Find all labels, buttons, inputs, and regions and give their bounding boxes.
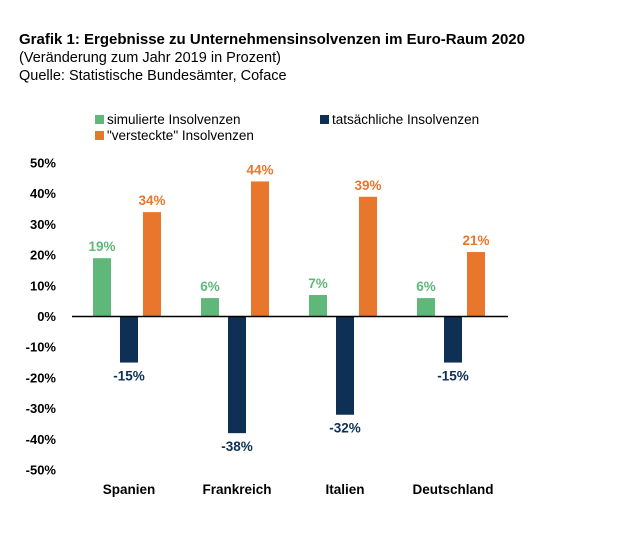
legend-label-simuliert: simulierte Insolvenzen: [107, 112, 241, 127]
y-tick-label: -30%: [26, 401, 57, 416]
category-label: Frankreich: [202, 482, 271, 497]
data-label-versteckt: 44%: [246, 162, 273, 177]
bar-simuliert: [93, 258, 111, 317]
y-tick-label: 0%: [37, 309, 56, 324]
chart-source: Quelle: Statistische Bundesämter, Coface: [19, 68, 287, 84]
y-tick-label: 20%: [30, 248, 56, 263]
category-label: Spanien: [103, 482, 156, 497]
legend-label-tatsaechlich: tatsächliche Insolvenzen: [332, 112, 479, 127]
y-tick-label: -50%: [26, 463, 57, 478]
data-label-tatsaechlich: -38%: [221, 439, 253, 454]
data-label-tatsaechlich: -15%: [113, 369, 145, 384]
bar-simuliert: [417, 298, 435, 317]
bar-simuliert: [201, 298, 219, 317]
y-tick-label: 40%: [30, 186, 56, 201]
chart-title: Grafik 1: Ergebnisse zu Unternehmensinso…: [19, 31, 525, 48]
bar-tatsaechlich: [120, 316, 138, 363]
data-label-simuliert: 19%: [88, 239, 115, 254]
data-label-simuliert: 6%: [416, 279, 436, 294]
data-label-versteckt: 34%: [138, 193, 165, 208]
category-label: Deutschland: [412, 482, 493, 497]
bar-simuliert: [309, 295, 327, 317]
data-label-simuliert: 7%: [308, 276, 328, 291]
y-tick-label: -20%: [26, 370, 57, 385]
bar-tatsaechlich: [228, 316, 246, 434]
category-label: Italien: [325, 482, 364, 497]
bar-versteckt: [359, 196, 377, 317]
data-label-tatsaechlich: -15%: [437, 369, 469, 384]
y-tick-label: 50%: [30, 156, 56, 171]
legend-label-versteckt: "versteckte" Insolvenzen: [107, 128, 254, 143]
data-label-versteckt: 39%: [354, 178, 381, 193]
bar-tatsaechlich: [336, 316, 354, 415]
legend-swatch-simuliert: [95, 115, 104, 124]
y-tick-label: -40%: [26, 432, 57, 447]
y-tick-label: 30%: [30, 217, 56, 232]
bar-tatsaechlich: [444, 316, 462, 363]
chart-header: Grafik 1: Ergebnisse zu Unternehmensinso…: [19, 30, 525, 85]
data-label-simuliert: 6%: [200, 279, 220, 294]
bar-versteckt: [467, 252, 485, 317]
legend-swatch-tatsaechlich: [320, 115, 329, 124]
chart-subtitle: (Veränderung zum Jahr 2019 in Prozent): [19, 50, 281, 66]
bar-versteckt: [251, 181, 269, 317]
legend-swatch-versteckt: [95, 131, 104, 140]
y-tick-label: 10%: [30, 278, 56, 293]
data-label-tatsaechlich: -32%: [329, 421, 361, 436]
data-label-versteckt: 21%: [462, 233, 489, 248]
bar-versteckt: [143, 212, 161, 317]
y-tick-label: -10%: [26, 340, 57, 355]
